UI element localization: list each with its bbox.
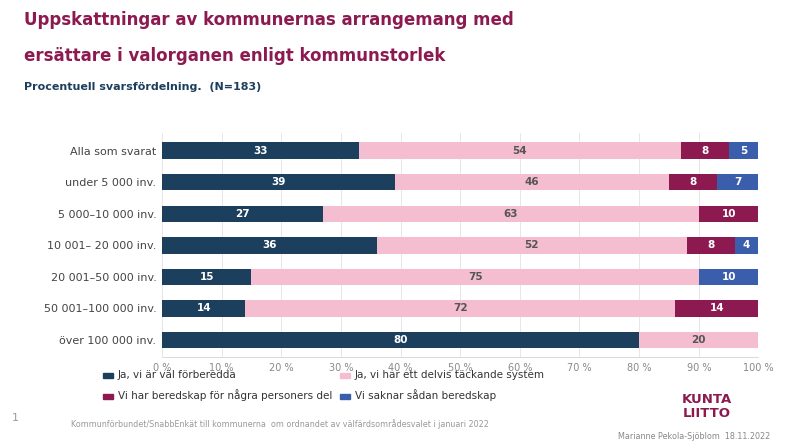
Text: Uppskattningar av kommunernas arrangemang med: Uppskattningar av kommunernas arrangeman… (24, 11, 514, 29)
Text: Vi saknar sådan beredskap: Vi saknar sådan beredskap (355, 389, 496, 401)
Bar (394, 174, 669, 190)
Bar (323, 206, 699, 222)
Text: Ja, vi är väl förberedda: Ja, vi är väl förberedda (118, 369, 236, 380)
Text: 20: 20 (691, 335, 706, 345)
Text: 1: 1 (12, 413, 19, 423)
Bar (162, 143, 359, 159)
Bar (162, 269, 251, 285)
Bar (162, 206, 323, 222)
Text: 14: 14 (197, 303, 211, 313)
Text: Ja, vi har ett delvis täckande system: Ja, vi har ett delvis täckande system (355, 369, 545, 380)
Bar (699, 269, 758, 285)
Text: 36: 36 (262, 240, 276, 250)
Bar (639, 332, 758, 348)
Bar (359, 143, 681, 159)
Bar (687, 237, 735, 254)
Text: 8: 8 (707, 240, 714, 250)
Bar (162, 300, 246, 317)
Text: 54: 54 (513, 146, 527, 155)
Bar (162, 174, 394, 190)
Text: 46: 46 (525, 177, 539, 187)
Bar (675, 300, 758, 317)
Text: Kommunförbundet/SnabbEnkät till kommunerna  om ordnandet av välfärdsområdesvalet: Kommunförbundet/SnabbEnkät till kommuner… (71, 420, 489, 429)
Text: Vi har beredskap för några personers del: Vi har beredskap för några personers del (118, 389, 332, 401)
Text: 15: 15 (199, 272, 214, 282)
Text: 14: 14 (709, 303, 724, 313)
Text: KUNTA
LIITTO: KUNTA LIITTO (682, 393, 732, 420)
Text: 80: 80 (393, 335, 408, 345)
Bar (162, 332, 639, 348)
Bar (717, 174, 758, 190)
Text: 7: 7 (734, 177, 741, 187)
Text: 33: 33 (253, 146, 268, 155)
Text: 10: 10 (721, 209, 735, 219)
Text: 10: 10 (721, 272, 735, 282)
Bar (246, 300, 675, 317)
Text: Procentuell svarsfördelning.  (N=183): Procentuell svarsfördelning. (N=183) (24, 82, 261, 92)
Bar (699, 206, 758, 222)
Text: ersättare i valorganen enligt kommunstorlek: ersättare i valorganen enligt kommunstor… (24, 47, 445, 65)
Text: 39: 39 (271, 177, 285, 187)
Text: 72: 72 (453, 303, 468, 313)
Text: 8: 8 (701, 146, 709, 155)
Text: 52: 52 (525, 240, 539, 250)
Bar (162, 237, 377, 254)
Text: 8: 8 (689, 177, 697, 187)
Text: Marianne Pekola-Sjöblom  18.11.2022: Marianne Pekola-Sjöblom 18.11.2022 (618, 432, 770, 440)
Text: 4: 4 (743, 240, 750, 250)
Text: 27: 27 (235, 209, 250, 219)
Text: 75: 75 (468, 272, 483, 282)
Bar (735, 237, 758, 254)
Bar (251, 269, 699, 285)
Text: 5: 5 (740, 146, 747, 155)
Bar (728, 143, 758, 159)
Bar (669, 174, 717, 190)
Bar (681, 143, 728, 159)
Bar (377, 237, 687, 254)
Text: 63: 63 (503, 209, 518, 219)
